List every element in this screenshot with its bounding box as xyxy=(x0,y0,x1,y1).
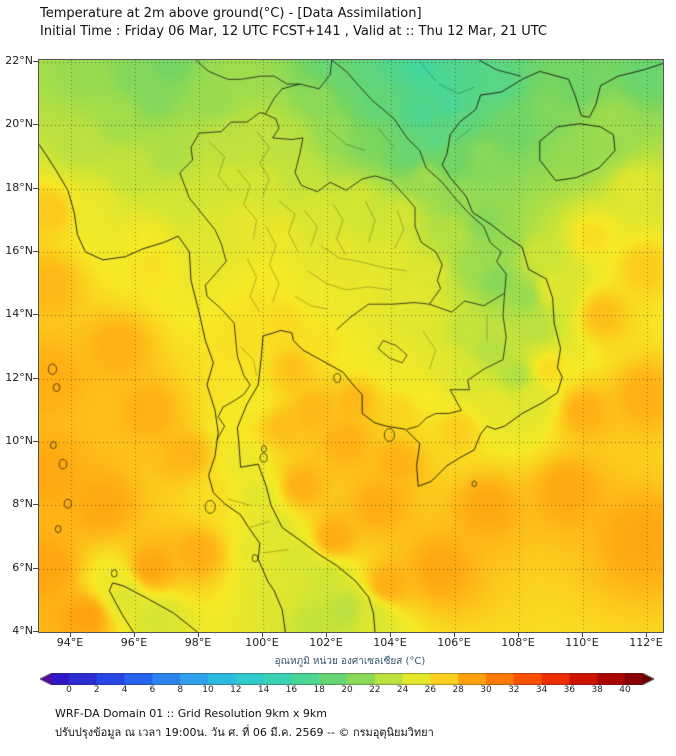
colorbar-tick-label: 24 xyxy=(396,685,409,695)
colorbar-tick-label: 22 xyxy=(369,685,381,695)
lon-tick-mark xyxy=(134,632,135,637)
lat-tick-label: 6°N xyxy=(12,560,33,574)
colorbar-tick-label: 18 xyxy=(313,685,325,695)
lat-tick-mark xyxy=(33,568,38,569)
colorbar-tick-label: 30 xyxy=(480,685,492,695)
colorbar-tick-label: 4 xyxy=(121,685,128,695)
colorbar-tick-label: 10 xyxy=(202,685,214,695)
lat-tick-mark xyxy=(33,188,38,189)
footer-domain-info: WRF-DA Domain 01 :: Grid Resolution 9km … xyxy=(55,707,327,720)
lat-tick-label: 18°N xyxy=(5,180,33,194)
colorbar-tick-label: 40 xyxy=(619,685,631,695)
lat-tick-label: 20°N xyxy=(5,117,33,131)
colorbar-tick-label: 12 xyxy=(230,685,242,695)
colorbar-tick-label: 0 xyxy=(66,685,72,695)
lon-tick-mark xyxy=(326,632,327,637)
lon-tick-label: 94°E xyxy=(56,636,84,649)
colorbar-tick-label: 20 xyxy=(341,685,353,695)
lat-tick-label: 8°N xyxy=(12,497,33,511)
lon-tick-mark xyxy=(454,632,455,637)
lat-tick-label: 22°N xyxy=(5,53,33,67)
lon-tick-mark xyxy=(262,632,263,637)
lat-tick-mark xyxy=(33,378,38,379)
lat-tick-mark xyxy=(33,124,38,125)
temperature-map-canvas xyxy=(39,60,663,632)
lat-tick-label: 16°N xyxy=(5,243,33,257)
lat-tick-mark xyxy=(33,441,38,442)
lon-tick-label: 106°E xyxy=(437,636,471,649)
lon-tick-label: 112°E xyxy=(629,636,663,649)
lon-tick-mark xyxy=(518,632,519,637)
lon-tick-label: 98°E xyxy=(184,636,212,649)
colorbar-tick-label: 36 xyxy=(563,685,576,695)
lon-tick-label: 96°E xyxy=(120,636,148,649)
lon-tick-label: 102°E xyxy=(309,636,343,649)
colorbar-tick-label: 38 xyxy=(591,685,603,695)
temperature-map xyxy=(38,59,664,633)
lon-tick-mark xyxy=(70,632,71,637)
lon-tick-mark xyxy=(198,632,199,637)
colorbar-tick-label: 6 xyxy=(149,685,156,695)
lat-tick-label: 14°N xyxy=(5,307,33,321)
colorbar-tick-label: 2 xyxy=(93,685,100,695)
lon-tick-mark xyxy=(646,632,647,637)
colorbar-tick-label: 16 xyxy=(285,685,298,695)
lon-tick-label: 108°E xyxy=(501,636,535,649)
colorbar-tick-label: 26 xyxy=(424,685,437,695)
lon-tick-mark xyxy=(390,632,391,637)
footer-update-info: ปรับปรุงข้อมูล ณ เวลา 19:00น. วัน ศ. ที่… xyxy=(55,726,434,739)
lon-tick-label: 100°E xyxy=(245,636,279,649)
colorbar-tick-label: 14 xyxy=(257,685,270,695)
colorbar-tick-label: 34 xyxy=(535,685,548,695)
colorbar-tick-label: 32 xyxy=(508,685,520,695)
lat-tick-label: 12°N xyxy=(5,370,33,384)
lat-tick-mark xyxy=(33,631,38,632)
lat-tick-label: 4°N xyxy=(12,624,33,637)
colorbar-canvas xyxy=(40,673,654,685)
lon-tick-label: 104°E xyxy=(373,636,407,649)
page-title: Temperature at 2m above ground(°C) - [Da… xyxy=(40,6,422,21)
lat-tick-mark xyxy=(33,61,38,62)
page-subtitle: Initial Time : Friday 06 Mar, 12 UTC FCS… xyxy=(40,24,547,39)
lon-tick-label: 110°E xyxy=(565,636,599,649)
lat-tick-mark xyxy=(33,504,38,505)
lat-tick-label: 10°N xyxy=(5,433,33,447)
colorbar-tick-label: 28 xyxy=(452,685,464,695)
lat-tick-mark xyxy=(33,251,38,252)
lat-tick-mark xyxy=(33,314,38,315)
colorbar xyxy=(40,670,654,685)
colorbar-label: อุณหภูมิ หน่วย องศาเซลเซียส (°C) xyxy=(274,656,426,667)
colorbar-tick-label: 8 xyxy=(177,685,184,695)
lon-tick-mark xyxy=(582,632,583,637)
